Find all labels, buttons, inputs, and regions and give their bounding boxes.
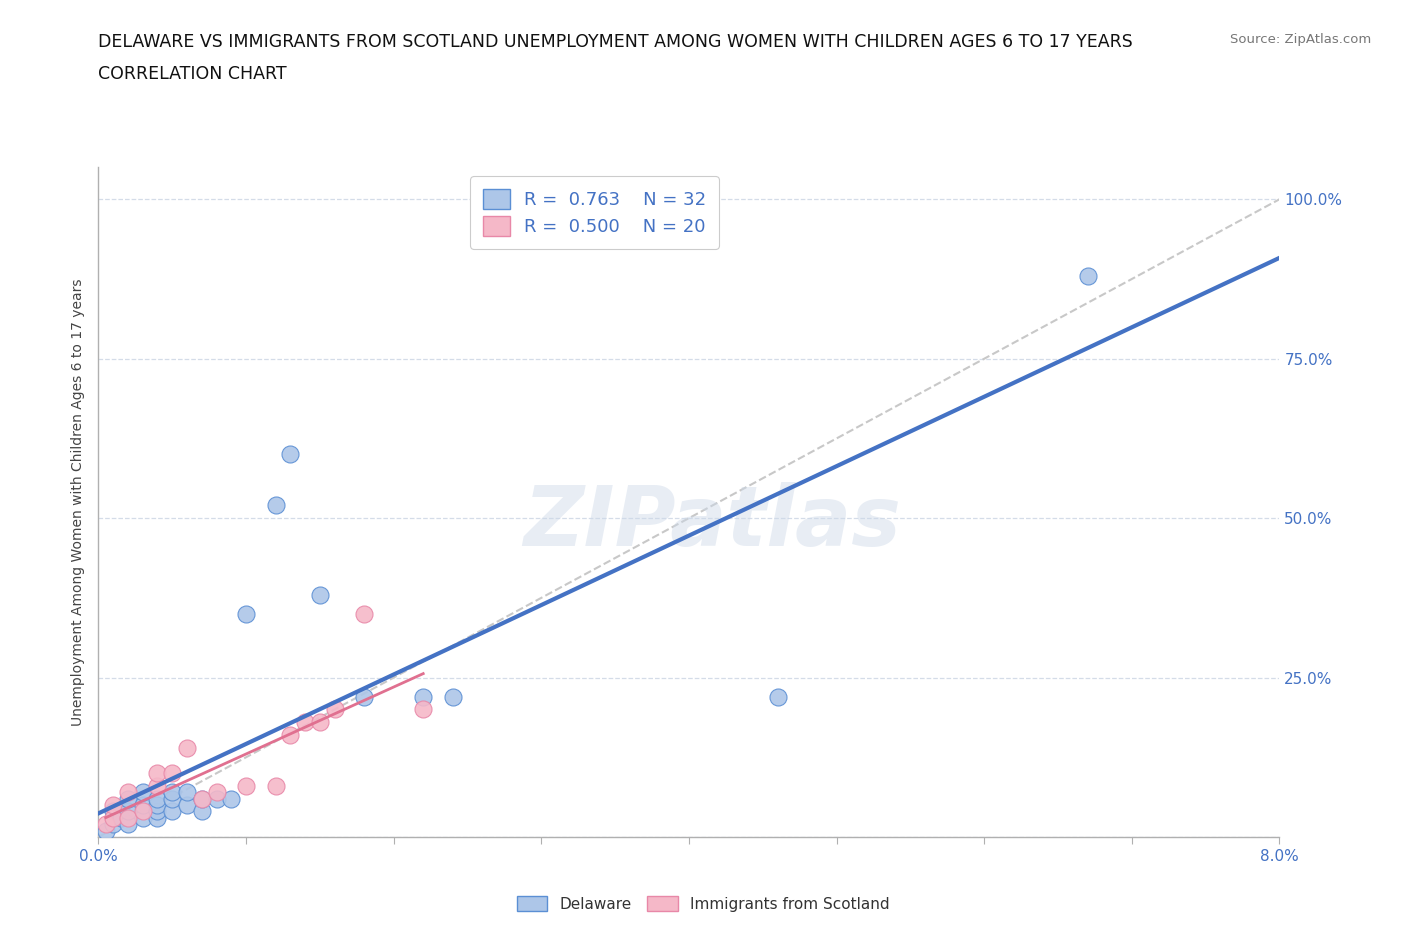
Point	[412, 702, 434, 717]
Point	[162, 765, 183, 780]
Text: CORRELATION CHART: CORRELATION CHART	[98, 65, 287, 83]
Point	[117, 785, 139, 800]
Point	[294, 715, 316, 730]
Point	[146, 798, 169, 813]
Text: DELAWARE VS IMMIGRANTS FROM SCOTLAND UNEMPLOYMENT AMONG WOMEN WITH CHILDREN AGES: DELAWARE VS IMMIGRANTS FROM SCOTLAND UNE…	[98, 33, 1133, 50]
Point	[117, 804, 139, 819]
Point	[412, 689, 434, 704]
Point	[132, 785, 155, 800]
Point	[162, 791, 183, 806]
Point	[176, 798, 198, 813]
Point	[132, 798, 155, 813]
Point	[162, 804, 183, 819]
Point	[132, 810, 155, 825]
Point	[264, 498, 287, 512]
Point	[353, 689, 375, 704]
Point	[117, 817, 139, 831]
Point	[146, 791, 169, 806]
Point	[117, 791, 139, 806]
Point	[766, 689, 789, 704]
Point	[308, 587, 332, 602]
Legend: R =  0.763    N = 32, R =  0.500    N = 20: R = 0.763 N = 32, R = 0.500 N = 20	[470, 177, 718, 248]
Point	[278, 727, 302, 742]
Point	[278, 447, 302, 462]
Point	[191, 791, 214, 806]
Point	[219, 791, 242, 806]
Point	[146, 778, 169, 793]
Y-axis label: Unemployment Among Women with Children Ages 6 to 17 years: Unemployment Among Women with Children A…	[72, 278, 86, 726]
Point	[94, 823, 117, 838]
Point	[191, 804, 214, 819]
Text: Source: ZipAtlas.com: Source: ZipAtlas.com	[1230, 33, 1371, 46]
Point	[103, 810, 125, 825]
Legend: Delaware, Immigrants from Scotland: Delaware, Immigrants from Scotland	[510, 889, 896, 918]
Point	[323, 702, 346, 717]
Point	[110, 810, 132, 825]
Point	[191, 791, 214, 806]
Point	[235, 778, 257, 793]
Text: ZIPatlas: ZIPatlas	[523, 482, 901, 563]
Point	[176, 740, 198, 755]
Point	[205, 785, 228, 800]
Point	[205, 791, 228, 806]
Point	[162, 785, 183, 800]
Point	[308, 715, 332, 730]
Point	[235, 606, 257, 621]
Point	[353, 606, 375, 621]
Point	[132, 804, 155, 819]
Point	[146, 810, 169, 825]
Point	[103, 804, 125, 819]
Point	[103, 798, 125, 813]
Point	[1077, 269, 1099, 284]
Point	[146, 804, 169, 819]
Point	[103, 817, 125, 831]
Point	[441, 689, 464, 704]
Point	[117, 810, 139, 825]
Point	[176, 785, 198, 800]
Point	[264, 778, 287, 793]
Point	[146, 765, 169, 780]
Point	[94, 817, 117, 831]
